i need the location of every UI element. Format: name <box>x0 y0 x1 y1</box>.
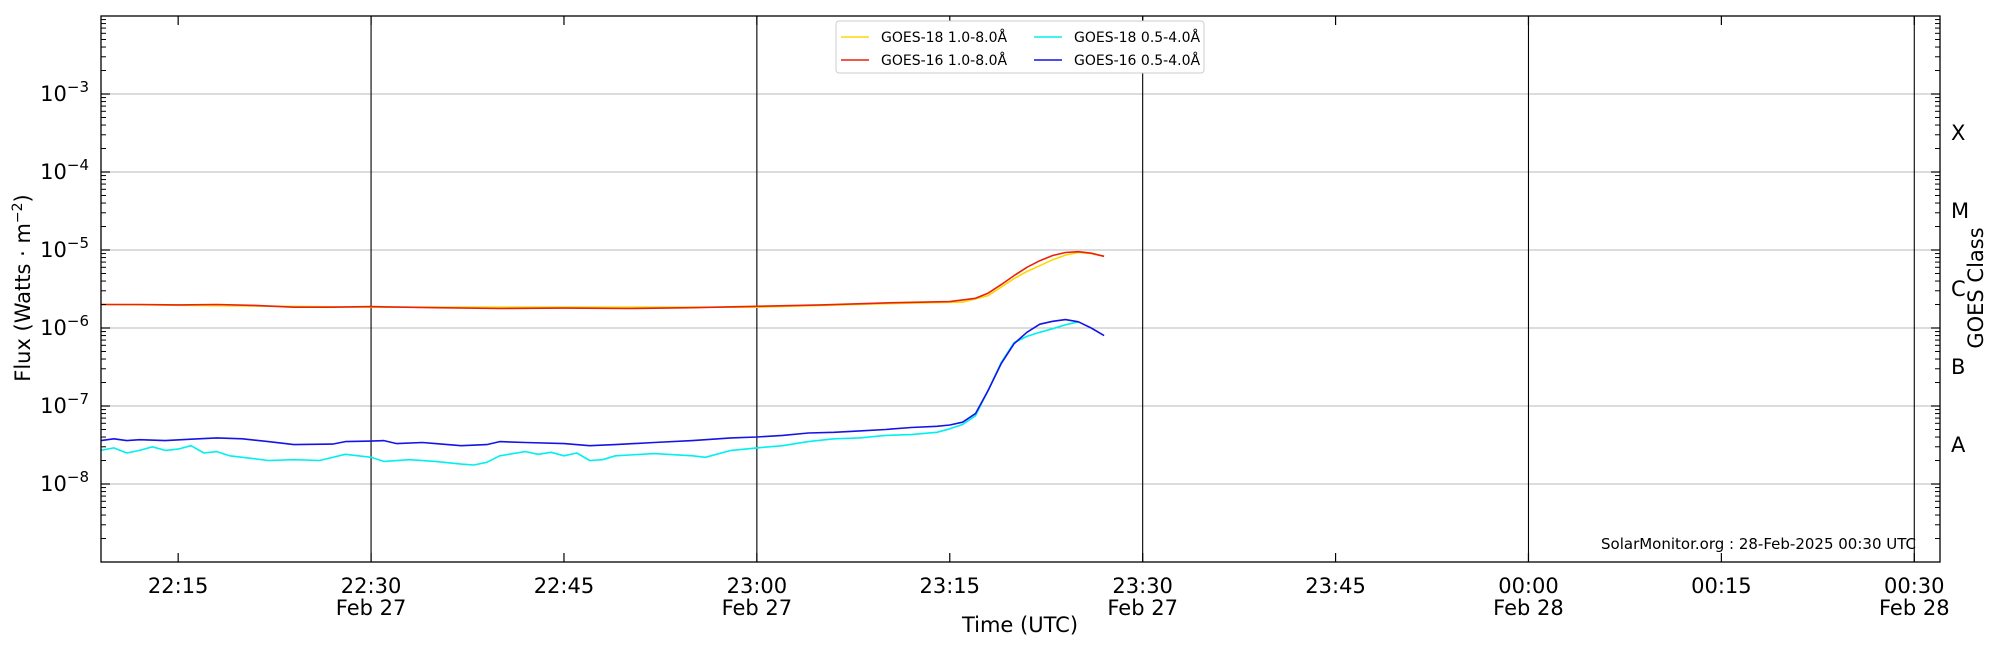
y-axis-label: Flux (Watts · m−2) <box>10 194 35 382</box>
x-tick-date-label: Feb 27 <box>722 596 793 620</box>
x-tick-date-label: Feb 28 <box>1493 596 1564 620</box>
x-tick-label: 00:30 <box>1884 574 1945 598</box>
legend-label-goes16-short: GOES-16 0.5-4.0Å <box>1074 52 1200 69</box>
series-line-0 <box>100 251 1105 309</box>
x-tick-label: 00:15 <box>1691 574 1752 598</box>
y-tick-label: 10−7 <box>40 390 89 418</box>
legend-label-goes16-long: GOES-16 1.0-8.0Å <box>881 52 1007 69</box>
goes-class-label: A <box>1951 433 1966 457</box>
series-line-1 <box>101 250 1105 310</box>
y-tick-label: 10−4 <box>40 156 89 184</box>
goes-class-axis-label: GOES Class <box>1964 227 1988 348</box>
plot-frame <box>100 15 1941 563</box>
legend: GOES-18 1.0-8.0Å GOES-16 1.0-8.0Å GOES-1… <box>835 20 1205 74</box>
day-divider-lines <box>370 16 1915 562</box>
x-axis-label: Time (UTC) <box>961 613 1078 637</box>
y-tick-label: 10−6 <box>40 312 89 340</box>
goes-class-label: X <box>1951 121 1965 145</box>
goes-class-label: B <box>1951 355 1965 379</box>
x-tick-label: 22:45 <box>534 574 595 598</box>
x-tick-label: 23:30 <box>1112 574 1173 598</box>
x-tick-label: 23:00 <box>727 574 788 598</box>
x-tick-date-label: Feb 28 <box>1879 596 1950 620</box>
series-line-2 <box>100 321 1079 466</box>
x-tick-label: 22:15 <box>148 574 209 598</box>
series-line-3 <box>100 318 1105 447</box>
x-tick-label: 00:00 <box>1498 574 1559 598</box>
goes-class-label: C <box>1951 277 1966 301</box>
goes-class-labels: A B C M X <box>1951 121 1969 457</box>
goes-class-label: M <box>1951 199 1969 223</box>
y-tick-label: 10−3 <box>40 78 89 106</box>
flux-series <box>100 250 1105 466</box>
y-tick-label: 10−5 <box>40 234 89 262</box>
y-axis-ticks: 10−8 10−7 10−6 10−5 10−4 10−3 <box>40 19 1940 540</box>
credit-text: SolarMonitor.org : 28-Feb-2025 00:30 UTC <box>1601 535 1916 553</box>
grid-lines <box>101 93 1940 485</box>
legend-box <box>835 20 1205 74</box>
y-tick-label: 10−8 <box>40 468 89 496</box>
x-tick-label: 23:45 <box>1305 574 1366 598</box>
legend-label-goes18-short: GOES-18 0.5-4.0Å <box>1074 29 1200 46</box>
legend-label-goes18-long: GOES-18 1.0-8.0Å <box>881 29 1007 46</box>
x-tick-label: 23:15 <box>920 574 981 598</box>
x-tick-date-label: Feb 27 <box>336 596 407 620</box>
x-tick-date-label: Feb 27 <box>1107 596 1178 620</box>
x-tick-label: 22:30 <box>341 574 402 598</box>
